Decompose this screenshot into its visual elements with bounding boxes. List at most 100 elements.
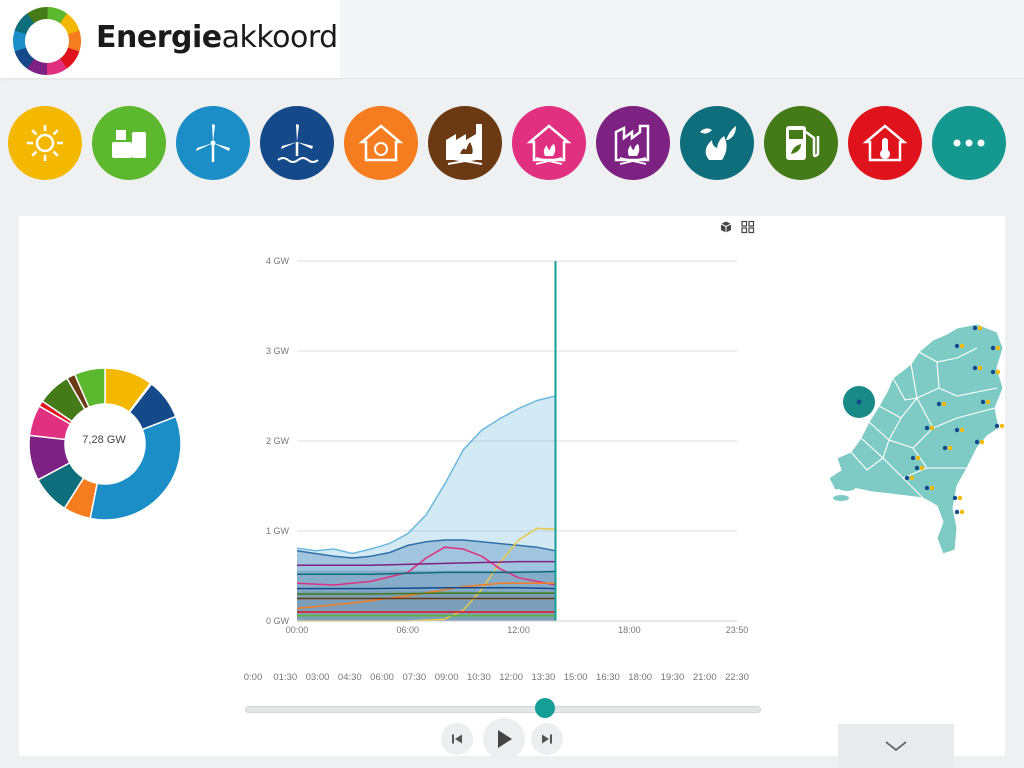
map-dot (954, 343, 960, 349)
map-dot (979, 439, 985, 445)
timeline-label[interactable]: 04:30 (337, 672, 362, 683)
timeline-label[interactable]: 01:30 (273, 672, 298, 683)
logo-segment (14, 13, 35, 35)
timeline-label[interactable]: 03:00 (305, 672, 330, 683)
category-wind-onshore-button[interactable] (176, 106, 250, 180)
map-island (839, 485, 855, 491)
map-dot (941, 401, 947, 407)
logo-segment (47, 7, 68, 24)
province-border (878, 397, 996, 429)
donut-slice-wind-onshore[interactable] (89, 415, 182, 521)
cube-icon[interactable] (720, 221, 732, 233)
play-icon (498, 730, 512, 748)
map-dot (995, 369, 1001, 375)
map-dot (929, 485, 935, 491)
category-bio-fire-button[interactable] (680, 106, 754, 180)
map-dot (924, 485, 930, 491)
grid-icon[interactable] (741, 220, 755, 234)
leaf-fire-icon (700, 126, 736, 160)
series-line-7 (297, 586, 556, 590)
timeline-label[interactable]: 13:30 (531, 672, 556, 683)
timeline-label[interactable]: 07:30 (402, 672, 427, 683)
skip-back-icon (452, 734, 462, 744)
y-tick-label: 0 GW (266, 616, 290, 626)
timeline-label[interactable]: 12:00 (499, 672, 524, 683)
energieakkoord-logo[interactable] (12, 6, 82, 76)
map-dot (924, 425, 930, 431)
time-slider-thumb[interactable] (535, 698, 556, 718)
province-border (860, 427, 934, 459)
category-bar (8, 106, 1018, 180)
map-island (847, 477, 863, 483)
map-dot (974, 439, 980, 445)
timeline-label[interactable]: 09:00 (434, 672, 459, 683)
category-heating-button[interactable] (848, 106, 922, 180)
map-dot (929, 425, 935, 431)
map-country-shape (828, 323, 1004, 555)
offshore-dot (856, 399, 862, 405)
map-dot (985, 399, 991, 405)
province-border (918, 347, 978, 363)
timeline-label[interactable]: 18:00 (628, 672, 653, 683)
map-dot (990, 369, 996, 375)
x-tick-label: 00:00 (286, 625, 309, 635)
map-dot (919, 465, 925, 471)
series-line-3 (296, 546, 556, 586)
timeline-label[interactable]: 16:30 (596, 672, 620, 683)
time-slider-track[interactable] (245, 706, 761, 713)
timeline-label[interactable]: 22:30 (725, 672, 749, 683)
timeline-label[interactable]: 21:00 (692, 672, 717, 683)
category-gas-industry-button[interactable] (596, 106, 670, 180)
timeline-label[interactable]: 15:00 (563, 672, 588, 683)
y-tick-label: 2 GW (266, 436, 290, 446)
brand-title[interactable]: Energieakkoord (96, 20, 338, 55)
series-line-4 (297, 560, 556, 566)
header-bar (340, 0, 1024, 79)
category-heat-pump-button[interactable] (344, 106, 418, 180)
category-gas-house-button[interactable] (512, 106, 586, 180)
logo-segment (14, 47, 35, 69)
y-tick-label: 4 GW (266, 256, 290, 266)
map-island (833, 495, 849, 501)
logo-segment (13, 29, 27, 52)
collapse-button[interactable] (838, 724, 954, 768)
province-border (850, 451, 884, 471)
series-line-5 (297, 570, 556, 575)
tanks-icon (112, 130, 146, 158)
category-solar-button[interactable] (8, 106, 82, 180)
main-panel: 7,28 GW 0 GW 1 GW 2 GW 3 GW 4 GW 00:00 06:00 12… (19, 216, 1007, 760)
offshore-wind-icon (277, 124, 319, 163)
map-dot (952, 495, 958, 501)
more-icon (953, 139, 985, 147)
timeline-label[interactable]: 19:30 (660, 672, 685, 683)
prev-button[interactable] (441, 723, 473, 755)
timeline-label[interactable]: 10:30 (466, 672, 491, 683)
category-coal-button[interactable] (428, 106, 502, 180)
map-dot (942, 445, 948, 451)
next-button[interactable] (531, 723, 563, 755)
map-dot (999, 423, 1005, 429)
donut-total: 7,28 GW (82, 434, 126, 446)
map-dot (959, 427, 965, 433)
donut-slice-biomass-2[interactable] (73, 367, 106, 409)
category-more-button[interactable] (932, 106, 1006, 180)
gas-house-icon (526, 124, 572, 165)
timeline-label[interactable]: 06:00 (370, 672, 394, 683)
series-area (297, 540, 556, 621)
netherlands-map[interactable] (807, 318, 1007, 558)
map-dot (954, 427, 960, 433)
category-biofuel-button[interactable] (764, 106, 838, 180)
y-tick-label: 3 GW (266, 346, 290, 356)
heat-house-icon (358, 124, 404, 162)
series-line-2 (297, 527, 556, 622)
map-dot (957, 495, 963, 501)
chevron-down-icon (885, 741, 907, 752)
play-button[interactable] (483, 718, 525, 760)
map-dot (959, 509, 965, 515)
province-border (936, 361, 998, 397)
timeline-label[interactable]: 0:00 (243, 672, 263, 683)
view-switch (719, 220, 759, 239)
category-biomass-button[interactable] (92, 106, 166, 180)
thermometer-house-icon (862, 124, 908, 162)
category-wind-offshore-button[interactable] (260, 106, 334, 180)
